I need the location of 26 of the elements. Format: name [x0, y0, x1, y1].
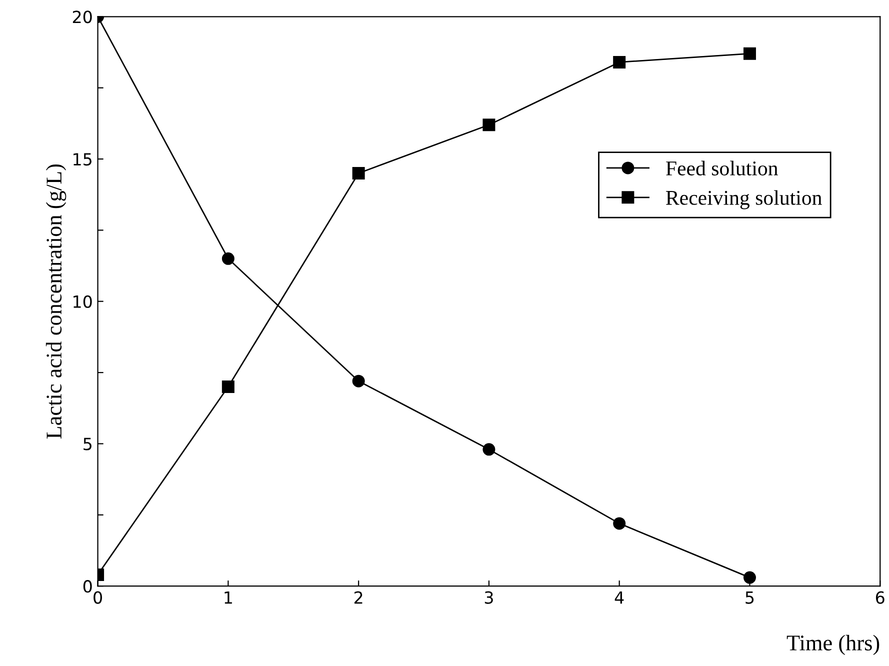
point	[222, 252, 234, 265]
x-tick-label: 0	[94, 591, 102, 604]
y-tick-label: 10	[74, 295, 92, 308]
x-tick-label: 5	[746, 591, 754, 604]
y-axis-title: Lactic acid concentration (g/L)	[46, 164, 66, 439]
point	[222, 380, 234, 394]
y-tick-label: 15	[74, 153, 92, 166]
x-tick-label: 3	[484, 591, 493, 604]
point	[613, 56, 626, 68]
x-tick-label: 6	[876, 591, 884, 604]
y-tick-label: 0	[83, 580, 92, 593]
x-axis-title: Time (hrs)	[786, 634, 880, 655]
x-tick-label: 2	[354, 591, 362, 604]
point	[743, 47, 756, 60]
point	[613, 517, 626, 530]
x-tick-label: 4	[614, 591, 624, 604]
legend-label: Receiving solution	[666, 190, 822, 210]
point	[352, 166, 365, 180]
x-tick-label: 1	[224, 591, 232, 604]
point	[482, 443, 496, 456]
point	[482, 118, 496, 132]
point	[743, 571, 756, 584]
legend-label: Feed solution	[666, 160, 778, 176]
y-tick-label: 20	[72, 10, 92, 24]
point	[352, 374, 365, 388]
y-tick-label: 5	[84, 438, 92, 450]
